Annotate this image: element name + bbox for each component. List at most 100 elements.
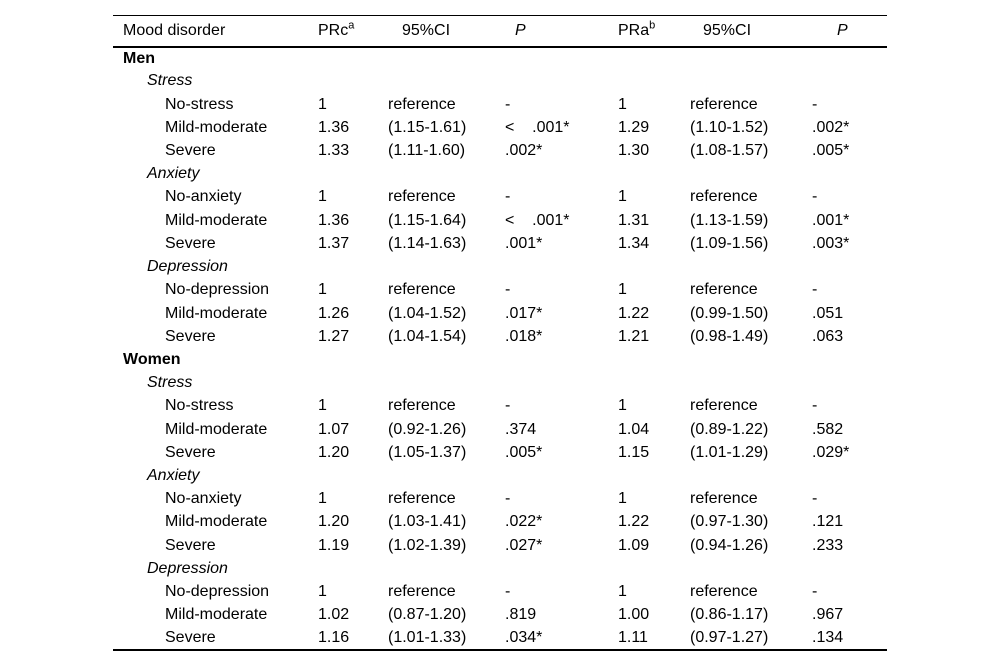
p-adjusted-value: .063	[812, 327, 844, 345]
col-header-label: PRc	[318, 21, 349, 39]
ci-adjusted-value: (0.99-1.50)	[690, 304, 769, 322]
ci-adjusted-value: reference	[690, 397, 758, 415]
ci-adjusted-value: (1.13-1.59)	[690, 211, 769, 229]
ci-adjusted-value: (0.89-1.22)	[690, 420, 769, 438]
table-row: Mild-moderate 1.07 (0.92-1.26) .374 1.04 (0.8…	[113, 418, 887, 441]
col-header-p-adjusted: P	[812, 16, 887, 47]
pra-value: 1.09	[618, 536, 650, 554]
row-label: Severe	[165, 234, 216, 252]
p-adjusted-value: -	[812, 583, 818, 601]
ci-crude-value: (1.15-1.61)	[388, 118, 467, 136]
prc-value: 1.16	[318, 629, 350, 647]
ci-crude-value: (1.05-1.37)	[388, 443, 467, 461]
row-label: No-depression	[165, 281, 270, 299]
pra-value: 1.04	[618, 420, 650, 438]
p-crude-value: .001*	[505, 234, 543, 252]
table-row: No-anxiety 1 reference - 1 reference -	[113, 488, 887, 511]
table-row: Severe 1.37 (1.14-1.63) .001* 1.34 (1.09-1.56…	[113, 232, 887, 255]
condition-row: Stress	[113, 372, 887, 395]
col-header-label: P	[837, 21, 848, 39]
row-label: Severe	[165, 629, 216, 647]
col-header-prc: PRca	[318, 16, 388, 47]
condition-row: Depression	[113, 255, 887, 278]
results-table: Mood disorder PRca 95%CI P PRab 95%CI P …	[113, 15, 887, 652]
superscript-b: b	[649, 19, 656, 32]
p-adjusted-value: .005*	[812, 141, 850, 159]
p-crude-value: .027*	[505, 536, 543, 554]
sex-section-label: Men	[123, 49, 155, 67]
condition-row: Anxiety	[113, 163, 887, 186]
p-adjusted-value: .121	[812, 513, 844, 531]
row-label: Mild-moderate	[165, 304, 268, 322]
col-header-mood-disorder: Mood disorder	[113, 16, 318, 47]
prc-value: 1.37	[318, 234, 350, 252]
p-crude-value: .018*	[505, 327, 543, 345]
ci-crude-value: (1.01-1.33)	[388, 629, 467, 647]
ci-adjusted-value: reference	[690, 188, 758, 206]
ci-adjusted-value: (0.97-1.30)	[690, 513, 769, 531]
prc-value: 1.19	[318, 536, 350, 554]
row-label: No-anxiety	[165, 188, 242, 206]
p-adjusted-value: -	[812, 490, 818, 508]
condition-label: Depression	[147, 559, 228, 577]
p-adjusted-value: -	[812, 397, 818, 415]
prc-value: 1	[318, 95, 327, 113]
ci-adjusted-value: reference	[690, 95, 758, 113]
p-adjusted-value: .134	[812, 629, 844, 647]
pra-value: 1	[618, 583, 627, 601]
pra-value: 1	[618, 490, 627, 508]
header-row: Mood disorder PRca 95%CI P PRab 95%CI P	[113, 16, 887, 47]
ci-adjusted-value: reference	[690, 583, 758, 601]
condition-label: Stress	[147, 72, 193, 90]
table-row: Severe 1.20 (1.05-1.37) .005* 1.15 (1.01-1.29…	[113, 441, 887, 464]
prc-value: 1	[318, 397, 327, 415]
row-label: No-depression	[165, 583, 270, 601]
ci-crude-value: reference	[388, 397, 456, 415]
p-adjusted-value: .051	[812, 304, 844, 322]
table-row: No-depression 1 reference - 1 reference -	[113, 581, 887, 604]
table-row: Mild-moderate 1.02 (0.87-1.20) .819 1.00 (0.8…	[113, 604, 887, 627]
condition-label: Depression	[147, 258, 228, 276]
ci-adjusted-value: reference	[690, 281, 758, 299]
row-label: Mild-moderate	[165, 606, 268, 624]
ci-crude-value: reference	[388, 490, 456, 508]
prc-value: 1	[318, 583, 327, 601]
pra-value: 1	[618, 397, 627, 415]
prc-value: 1.27	[318, 327, 350, 345]
ci-crude-value: (1.02-1.39)	[388, 536, 467, 554]
sex-section-row: Women	[113, 348, 887, 371]
prc-value: 1.36	[318, 118, 350, 136]
pra-value: 1.22	[618, 304, 650, 322]
p-crude-value: -	[505, 281, 511, 299]
prc-value: 1	[318, 188, 327, 206]
col-header-ci-adjusted: 95%CI	[690, 16, 812, 47]
col-header-label: 95%CI	[402, 21, 451, 39]
col-header-label: 95%CI	[703, 21, 752, 39]
p-crude-value: -	[505, 95, 511, 113]
ci-adjusted-value: (1.10-1.52)	[690, 118, 769, 136]
p-crude-value: .819	[505, 606, 537, 624]
prc-value: 1.20	[318, 443, 350, 461]
table-row: Mild-moderate 1.26 (1.04-1.52) .017* 1.22 (0.…	[113, 302, 887, 325]
row-label: Mild-moderate	[165, 420, 268, 438]
ci-crude-value: (1.03-1.41)	[388, 513, 467, 531]
ci-crude-value: (1.04-1.54)	[388, 327, 467, 345]
sex-section-label: Women	[123, 350, 181, 368]
p-crude-value: .034*	[505, 629, 543, 647]
p-crude-value: .017*	[505, 304, 543, 322]
ci-crude-value: reference	[388, 281, 456, 299]
ci-crude-value: (1.04-1.52)	[388, 304, 467, 322]
ci-adjusted-value: (1.01-1.29)	[690, 443, 769, 461]
p-adjusted-value: -	[812, 95, 818, 113]
ci-adjusted-value: reference	[690, 490, 758, 508]
ci-adjusted-value: (0.86-1.17)	[690, 606, 769, 624]
table-row: No-stress 1 reference - 1 reference -	[113, 395, 887, 418]
condition-label: Anxiety	[147, 467, 200, 485]
table-row: Severe 1.19 (1.02-1.39) .027* 1.09 (0.94-1.26…	[113, 534, 887, 557]
ci-adjusted-value: (0.98-1.49)	[690, 327, 769, 345]
condition-label: Anxiety	[147, 165, 200, 183]
p-crude-value: .002*	[505, 141, 543, 159]
col-header-pra: PRab	[618, 16, 690, 47]
pra-value: 1.31	[618, 211, 650, 229]
prc-value: 1	[318, 490, 327, 508]
